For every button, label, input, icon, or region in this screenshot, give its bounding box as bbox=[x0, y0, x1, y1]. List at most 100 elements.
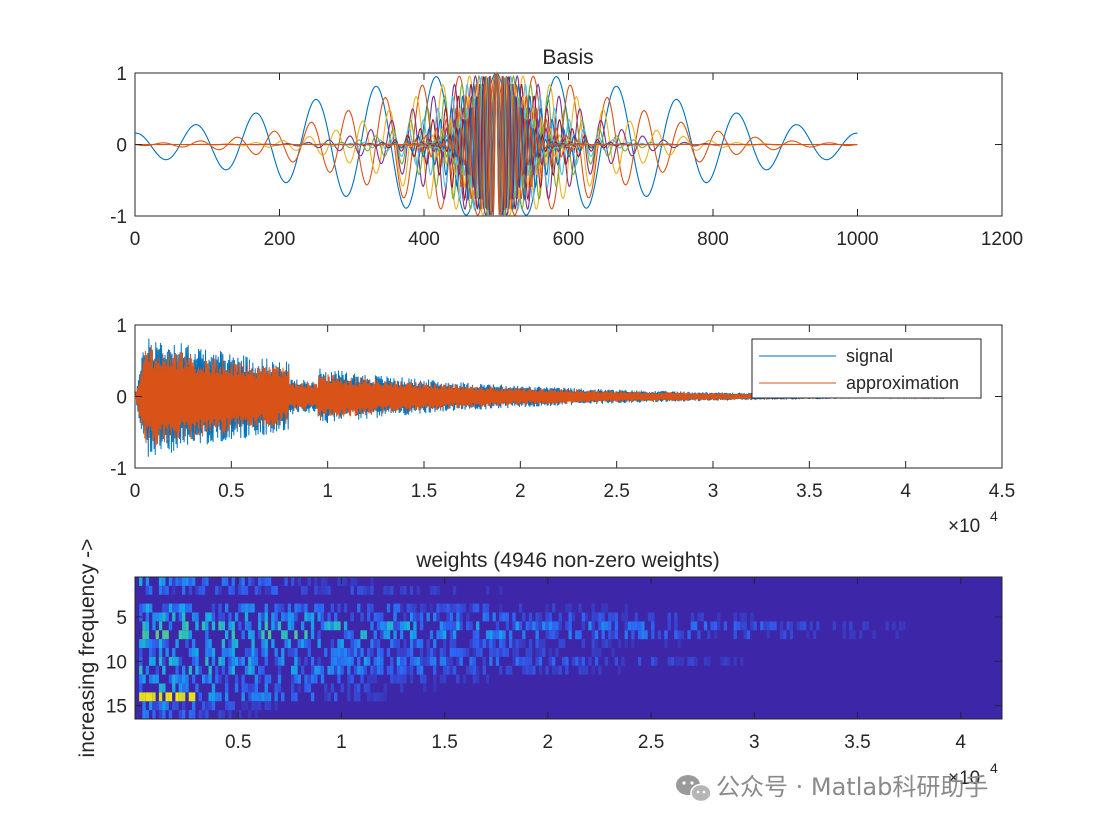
heatmap-cell bbox=[469, 621, 473, 631]
heatmap-cell bbox=[145, 621, 150, 631]
heatmap-cell bbox=[195, 612, 199, 622]
heatmap-cell bbox=[733, 630, 737, 640]
heatmap-cell bbox=[142, 639, 146, 648]
heatmap-cell bbox=[205, 648, 209, 657]
heatmap-cell bbox=[188, 665, 193, 675]
heatmap-cell bbox=[145, 630, 150, 640]
heatmap-cell bbox=[459, 612, 463, 622]
heatmap-cell bbox=[168, 656, 173, 666]
heatmap-cell bbox=[396, 603, 401, 613]
heatmap-cell bbox=[172, 585, 176, 595]
heatmap-cell bbox=[416, 612, 420, 622]
heatmap-cell bbox=[231, 665, 235, 675]
heatmap-cell bbox=[139, 577, 143, 586]
heatmap-cell bbox=[469, 639, 473, 648]
heatmap-cell bbox=[350, 612, 354, 622]
heatmap-cell bbox=[538, 648, 543, 657]
heatmap-cell bbox=[254, 710, 259, 719]
heatmap-cell bbox=[634, 612, 638, 622]
heatmap-cell bbox=[267, 577, 272, 586]
heatmap-cell bbox=[294, 630, 298, 640]
heatmap-cell bbox=[476, 621, 480, 631]
heatmap-cell bbox=[423, 674, 427, 684]
heatmap-cell bbox=[485, 612, 490, 622]
heatmap-cell bbox=[386, 621, 391, 631]
heatmap-cell bbox=[736, 621, 741, 631]
heatmap-cell bbox=[452, 639, 457, 648]
heatmap-cell bbox=[324, 577, 328, 586]
heatmap-cell bbox=[221, 639, 226, 648]
heatmap-cell bbox=[215, 665, 219, 675]
heatmap-cell bbox=[614, 656, 619, 666]
weights-x-tick-label: 2.5 bbox=[638, 732, 664, 753]
heatmap-cell bbox=[548, 656, 553, 666]
heatmap-cell bbox=[614, 612, 619, 622]
heatmap-cell bbox=[380, 621, 384, 631]
heatmap-cell bbox=[604, 603, 609, 613]
heatmap-cell bbox=[383, 683, 387, 693]
heatmap-cell bbox=[244, 612, 249, 622]
heatmap-cell bbox=[350, 630, 354, 640]
heatmap-cell bbox=[139, 648, 143, 657]
heatmap-cell bbox=[158, 577, 163, 586]
heatmap-cell bbox=[373, 612, 377, 622]
heatmap-cell bbox=[677, 639, 681, 648]
heatmap-cell bbox=[766, 621, 771, 631]
heatmap-cell bbox=[248, 648, 252, 657]
heatmap-cell bbox=[350, 585, 354, 595]
heatmap-cell bbox=[162, 630, 166, 640]
heatmap-cell bbox=[439, 656, 444, 666]
heatmap-cell bbox=[446, 612, 450, 622]
heatmap-cell bbox=[211, 603, 216, 613]
heatmap-cell bbox=[142, 710, 146, 719]
basis-x-tick-label: 1000 bbox=[836, 229, 878, 250]
heatmap-cell bbox=[261, 665, 265, 675]
heatmap-cell bbox=[591, 603, 595, 613]
heatmap-cell bbox=[155, 612, 159, 622]
heatmap-cell bbox=[327, 665, 331, 675]
heatmap-cell bbox=[367, 603, 371, 613]
heatmap-cell bbox=[287, 648, 292, 657]
heatmap-cell bbox=[258, 701, 262, 711]
heatmap-cell bbox=[205, 612, 209, 622]
heatmap-cell bbox=[449, 656, 453, 666]
heatmap-cell bbox=[211, 701, 216, 711]
heatmap-cell bbox=[211, 621, 216, 631]
heatmap-cell bbox=[274, 585, 278, 595]
signal-legend[interactable]: signal approximation bbox=[751, 338, 982, 399]
heatmap-cell bbox=[205, 701, 209, 711]
heatmap-cell bbox=[495, 656, 500, 666]
heatmap-cell bbox=[254, 683, 259, 693]
heatmap-cell bbox=[198, 692, 202, 702]
heatmap-cell bbox=[178, 692, 183, 702]
heatmap-cell bbox=[634, 621, 638, 631]
signal-x-exponent-power: 4 bbox=[990, 508, 998, 524]
heatmap-cell bbox=[327, 585, 331, 595]
heatmap-cell bbox=[370, 674, 374, 684]
heatmap-cell bbox=[221, 656, 226, 666]
heatmap-cell bbox=[459, 603, 463, 613]
heatmap-cell bbox=[532, 621, 536, 631]
heatmap-cell bbox=[700, 612, 704, 622]
heatmap-cell bbox=[386, 585, 391, 595]
heatmap-cell bbox=[264, 612, 268, 622]
heatmap-cell bbox=[238, 577, 242, 586]
heatmap-cell bbox=[542, 639, 546, 648]
heatmap-cell bbox=[446, 621, 450, 631]
heatmap-cell bbox=[505, 612, 510, 622]
heatmap-cell bbox=[182, 683, 186, 693]
heatmap-cell bbox=[568, 621, 572, 631]
heatmap-cell bbox=[228, 639, 232, 648]
heatmap-cell bbox=[254, 648, 259, 657]
heatmap-cell bbox=[462, 648, 467, 657]
heatmap-cell bbox=[185, 639, 189, 648]
heatmap-cell bbox=[806, 630, 810, 640]
heatmap-cell bbox=[320, 612, 325, 622]
heatmap-cell bbox=[443, 648, 447, 657]
heatmap-cell bbox=[225, 577, 229, 586]
heatmap-cell bbox=[367, 656, 371, 666]
heatmap-cell bbox=[423, 683, 427, 693]
heatmap-cell bbox=[545, 665, 549, 675]
wechat-icon bbox=[676, 775, 712, 803]
heatmap-cell bbox=[482, 603, 486, 613]
